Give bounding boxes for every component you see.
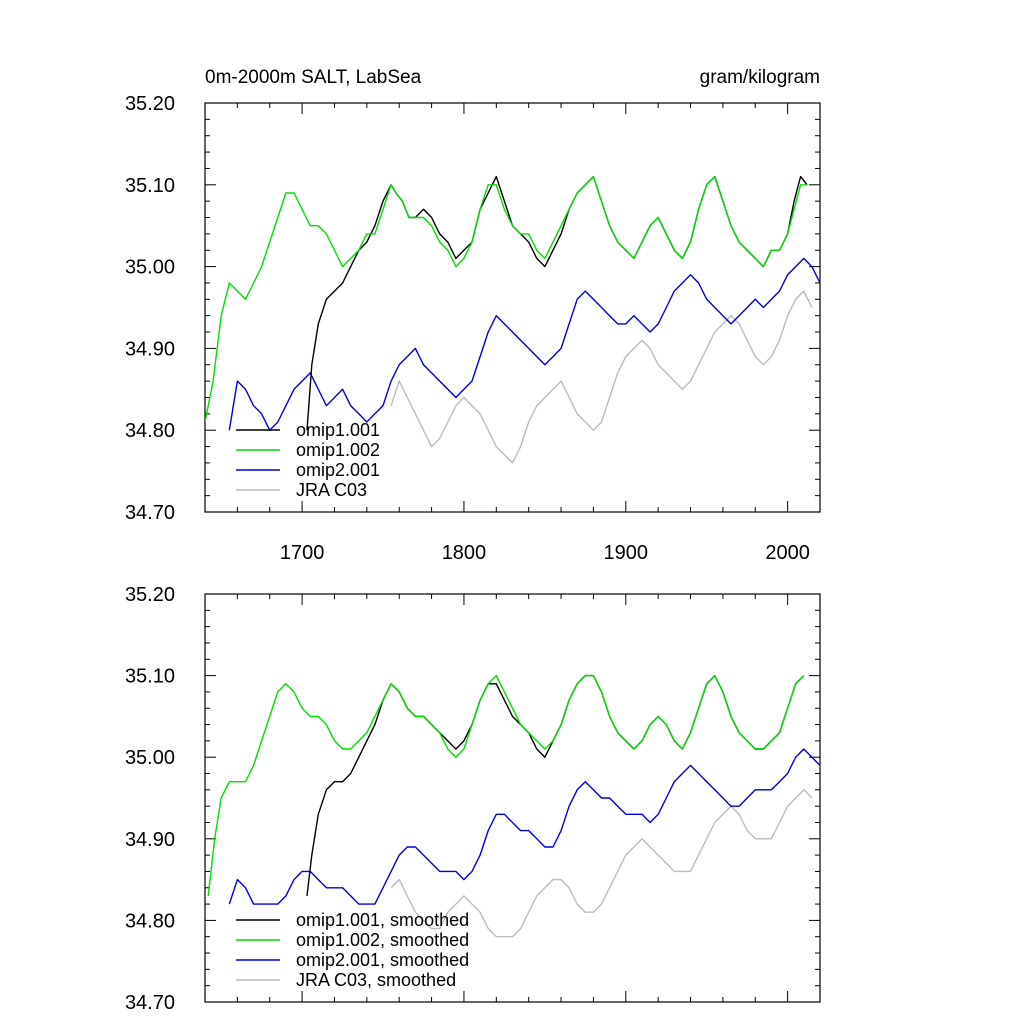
bottom-series-line-omip1-002-smoothed: [207, 674, 805, 896]
top-ytick-label: 35.20: [125, 93, 175, 115]
top-legend-label: omip1.002: [296, 440, 380, 460]
top-legend-label: omip1.001: [296, 420, 380, 440]
bottom-ytick-label: 34.70: [125, 992, 175, 1014]
top-xtick-label: 2000: [765, 542, 810, 564]
top-legend-label: omip2.001: [296, 460, 380, 480]
top-ytick-label: 34.80: [125, 420, 175, 442]
top-xtick-label: 1800: [442, 542, 487, 564]
bottom-series-line-jra-c03-smoothed: [390, 789, 813, 938]
bottom-legend-label: JRA C03, smoothed: [296, 970, 456, 990]
bottom-series-line-omip2-001-smoothed: [228, 748, 820, 905]
top-ytick-label: 35.10: [125, 175, 175, 197]
bottom-ytick-label: 34.90: [125, 829, 175, 851]
bottom-panel: 34.70 34.80 34.90 35.00 35.10 35.20 omip1.001,…: [125, 584, 821, 1014]
bottom-ytick-label: 35.20: [125, 584, 175, 606]
top-series-line-omip1-002: [205, 175, 808, 423]
top-ytick-label: 35.00: [125, 257, 175, 279]
top-xtick-label: 1700: [280, 542, 325, 564]
bottom-legend-label: omip2.001, smoothed: [296, 950, 469, 970]
top-xtick-label: 1900: [604, 542, 649, 564]
bottom-ytick-label: 35.10: [125, 666, 175, 688]
bottom-series-line-omip1-001-smoothed: [306, 674, 805, 896]
bottom-legend-label: omip1.002, smoothed: [296, 930, 469, 950]
top-series-line-omip1-001: [306, 175, 808, 431]
bottom-ytick-label: 35.00: [125, 747, 175, 769]
top-series-line-omip2-001: [228, 257, 820, 431]
top-legend-label: JRA C03: [296, 480, 367, 500]
bottom-legend-label: omip1.001, smoothed: [296, 910, 469, 930]
bottom-ytick-label: 34.80: [125, 910, 175, 932]
top-chart-title: 0m-2000m SALT, LabSea: [205, 67, 422, 88]
bottom-plot-frame: [204, 593, 821, 1003]
top-panel: 34.70 34.80 34.90 35.00 35.10 35.20 1700 1800 19…: [125, 67, 821, 564]
top-ytick-label: 34.70: [125, 502, 175, 524]
top-plot-frame: [204, 102, 821, 513]
top-chart-units: gram/kilogram: [700, 67, 820, 88]
top-ytick-label: 34.90: [125, 338, 175, 360]
top-series-line-jra-c03: [390, 290, 813, 464]
